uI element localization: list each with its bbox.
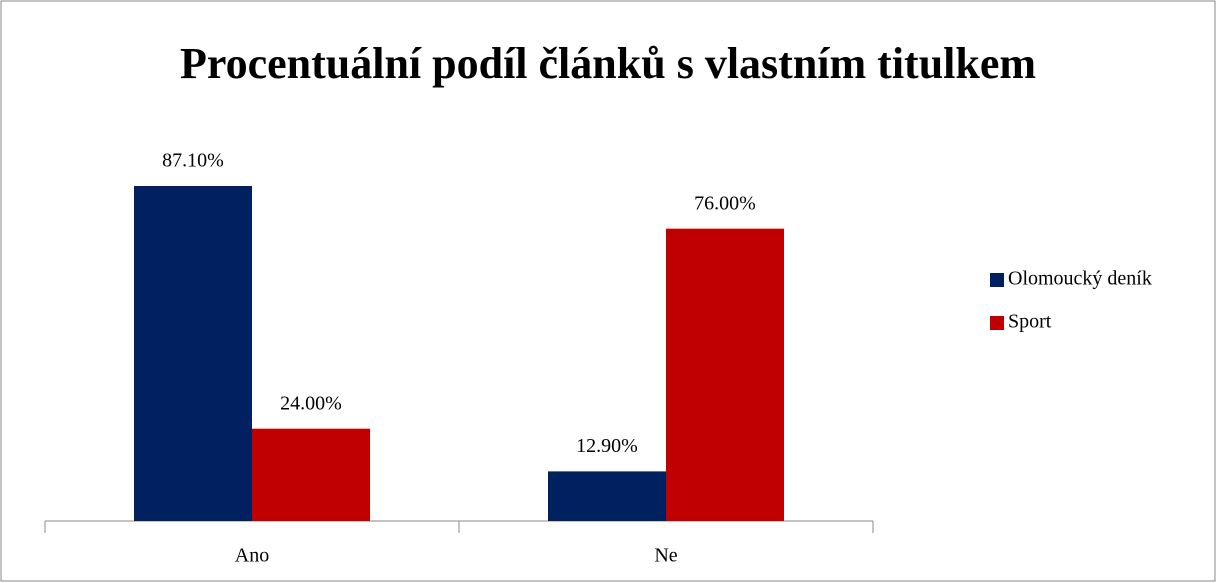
- legend-label: Sport: [1008, 311, 1052, 333]
- bar: [134, 186, 252, 521]
- data-label: 12.90%: [576, 435, 638, 457]
- legend-swatch: [990, 316, 1004, 330]
- bar: [548, 471, 666, 521]
- x-tick-label: Ne: [654, 545, 677, 567]
- data-label: 87.10%: [162, 150, 224, 172]
- x-tick-label: Ano: [235, 545, 269, 567]
- legend-swatch: [990, 273, 1004, 287]
- data-label: 24.00%: [280, 392, 342, 414]
- bar: [252, 428, 370, 521]
- bar: [666, 228, 784, 521]
- data-label: 76.00%: [694, 192, 756, 214]
- chart-title: Procentuální podíl článků s vlastním tit…: [180, 39, 1036, 88]
- legend-label: Olomoucký deník: [1008, 268, 1152, 290]
